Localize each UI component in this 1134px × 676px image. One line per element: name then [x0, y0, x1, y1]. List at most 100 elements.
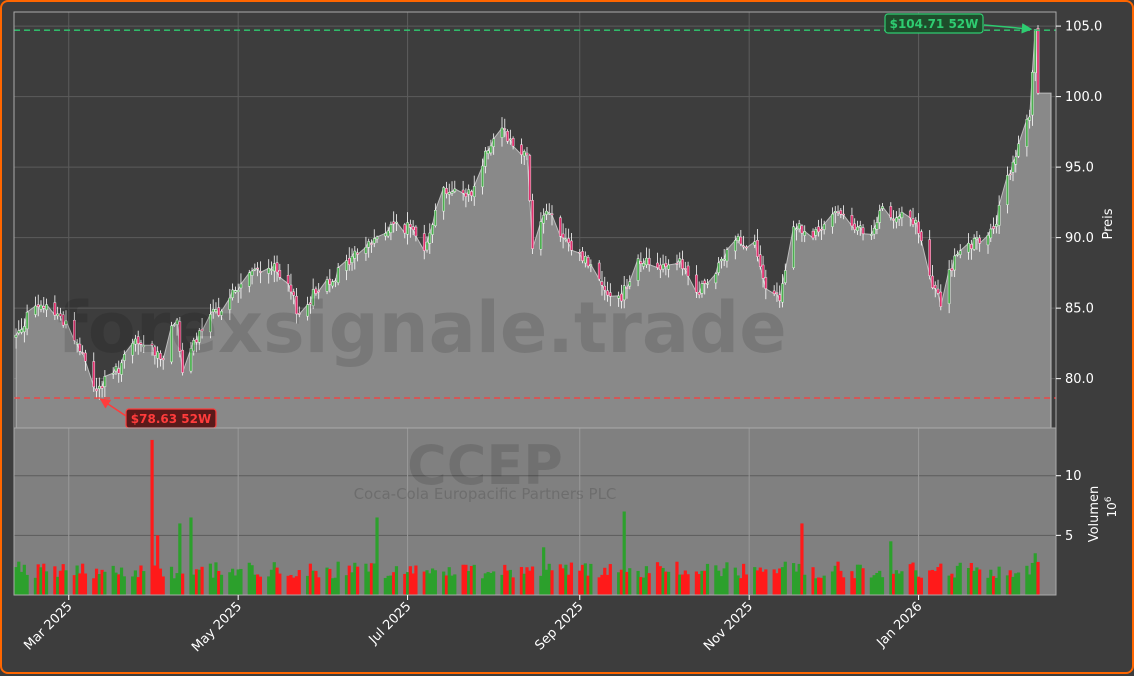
candle-body [956, 254, 959, 256]
candle-body [489, 145, 493, 154]
candle-body [511, 138, 515, 147]
candle-body [503, 128, 507, 130]
time-tick-label: May 2025 [189, 599, 245, 655]
volume-bar [636, 570, 640, 595]
candle-body [547, 212, 551, 215]
volume-bar [811, 567, 815, 595]
volume-bar [875, 572, 879, 595]
volume-bar [453, 574, 457, 595]
candle-body [745, 246, 748, 249]
candle-body [895, 217, 898, 223]
volume-bar [22, 564, 26, 595]
volume-bar [450, 575, 454, 595]
candle-body [278, 270, 282, 278]
volume-bar [644, 566, 649, 595]
volume-bar [739, 578, 743, 595]
candle-body [442, 187, 445, 212]
volume-bar [772, 569, 776, 595]
volume-bar [289, 574, 293, 595]
candle-body [717, 262, 720, 273]
volume-bar [580, 564, 585, 595]
volume-bar [394, 566, 399, 595]
candle-body [247, 272, 251, 287]
candle-body [23, 326, 26, 333]
volume-bar [344, 575, 349, 595]
volume-bar [833, 565, 837, 595]
volume-bar [755, 570, 760, 595]
volume-bar [525, 567, 529, 595]
volume-bar [425, 570, 429, 595]
candle-body [1017, 143, 1020, 157]
candle-body [289, 284, 293, 293]
volume-bar [589, 563, 593, 595]
volume-bar [916, 576, 921, 595]
volume-bar [894, 570, 898, 595]
volume-bar [239, 568, 243, 595]
volume-bar [978, 569, 982, 595]
candle-body [153, 346, 157, 356]
volume-bar [92, 578, 96, 595]
candle-body [134, 338, 137, 345]
volume-bar [219, 574, 224, 595]
volume-bar [44, 571, 49, 595]
volume-bar [694, 571, 699, 595]
volume-bar [467, 571, 471, 595]
candle-body [675, 263, 679, 265]
candle-body [683, 268, 687, 270]
annotations: $104.71 52W $78.63 52W [14, 13, 1056, 429]
volume-bar [122, 576, 126, 595]
volume-bar [697, 574, 701, 595]
volume-bar [17, 561, 21, 595]
volume-bar [194, 569, 199, 595]
candle-body [725, 249, 729, 262]
volume-bar [911, 562, 915, 595]
candle-body [211, 309, 215, 313]
volume-bar [153, 565, 157, 595]
volume-bar [758, 567, 762, 595]
candle-body [239, 283, 243, 289]
volume-bar [850, 571, 854, 595]
price-tick-label: 105.0 [1065, 20, 1102, 35]
volume-bar [725, 562, 729, 595]
candle-body [95, 388, 98, 392]
volume-bar [761, 571, 765, 595]
volume-bar [150, 439, 154, 595]
volume-bar [975, 567, 979, 595]
volume-bar [364, 563, 368, 595]
volume-bar [855, 564, 860, 595]
candle-body [136, 336, 140, 344]
volume-bar [705, 563, 710, 595]
candle-body [647, 257, 651, 265]
candle-body [220, 310, 223, 316]
price-tick-label: 100.0 [1065, 90, 1102, 105]
volume-bar [256, 574, 260, 595]
volume-bar [392, 572, 396, 595]
volume-bar [405, 572, 410, 595]
candle-body [550, 213, 554, 216]
volume-bar [608, 564, 612, 595]
candle-body [414, 226, 418, 237]
volume-bar [567, 574, 571, 595]
candle-body [584, 255, 587, 264]
volume-bar [372, 563, 376, 595]
price-tick-label: 85.0 [1065, 302, 1094, 317]
candle-body [259, 271, 262, 273]
candle-body [1028, 116, 1031, 121]
candle-body [564, 238, 568, 241]
candle-body [470, 191, 473, 196]
volume-bar [1011, 576, 1015, 595]
candle-body [764, 277, 768, 289]
candle-body [778, 294, 782, 301]
candle-body [309, 302, 312, 305]
volume-bar [1028, 574, 1032, 595]
candle-body [545, 210, 548, 215]
candle-body [700, 283, 704, 294]
candle-body [889, 206, 893, 218]
candle-body [356, 252, 359, 255]
candle-body [561, 233, 565, 239]
volume-bar [955, 565, 960, 595]
volume-bar [661, 567, 665, 595]
high-52w-label: $104.71 52W [890, 17, 979, 31]
candle-body [622, 285, 626, 301]
volume-bar [192, 574, 196, 595]
